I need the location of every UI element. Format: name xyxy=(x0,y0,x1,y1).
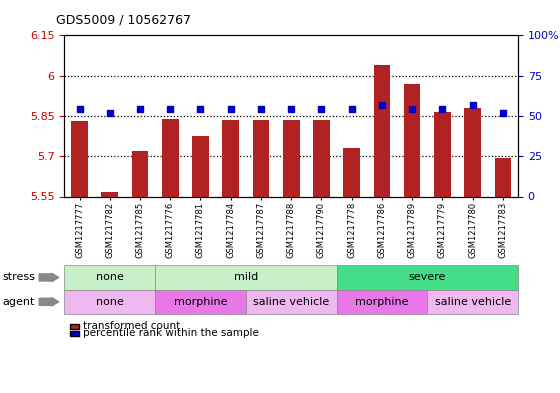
Text: none: none xyxy=(96,272,124,283)
Point xyxy=(347,107,356,113)
Text: transformed count: transformed count xyxy=(83,321,181,331)
Bar xyxy=(192,136,209,196)
Bar xyxy=(283,120,300,196)
Point xyxy=(408,107,417,113)
Point xyxy=(226,107,235,113)
Text: none: none xyxy=(96,297,124,307)
Text: saline vehicle: saline vehicle xyxy=(253,297,329,307)
Point xyxy=(287,107,296,113)
Bar xyxy=(494,158,511,196)
Bar xyxy=(434,112,451,196)
Text: stress: stress xyxy=(3,272,36,283)
Point xyxy=(166,107,175,113)
Bar xyxy=(313,120,330,196)
Text: morphine: morphine xyxy=(174,297,227,307)
Point xyxy=(75,107,84,113)
Bar xyxy=(222,120,239,196)
Bar xyxy=(101,193,118,196)
Bar xyxy=(374,65,390,196)
Text: percentile rank within the sample: percentile rank within the sample xyxy=(83,328,259,338)
Point xyxy=(438,107,447,113)
Text: GDS5009 / 10562767: GDS5009 / 10562767 xyxy=(55,14,191,27)
Bar xyxy=(464,108,481,196)
Bar xyxy=(132,151,148,196)
Point xyxy=(468,101,477,108)
Bar xyxy=(343,148,360,196)
Text: morphine: morphine xyxy=(355,297,409,307)
Point xyxy=(317,107,326,113)
Text: mild: mild xyxy=(234,272,258,283)
Text: agent: agent xyxy=(3,297,35,307)
Bar xyxy=(253,120,269,196)
Point xyxy=(377,101,386,108)
Point xyxy=(196,107,205,113)
Text: saline vehicle: saline vehicle xyxy=(435,297,511,307)
Point xyxy=(498,110,507,116)
Point xyxy=(256,107,265,113)
Text: severe: severe xyxy=(409,272,446,283)
Point xyxy=(105,110,114,116)
Bar xyxy=(162,119,179,196)
Point xyxy=(136,107,144,113)
Bar xyxy=(404,84,421,196)
Bar xyxy=(71,121,88,196)
